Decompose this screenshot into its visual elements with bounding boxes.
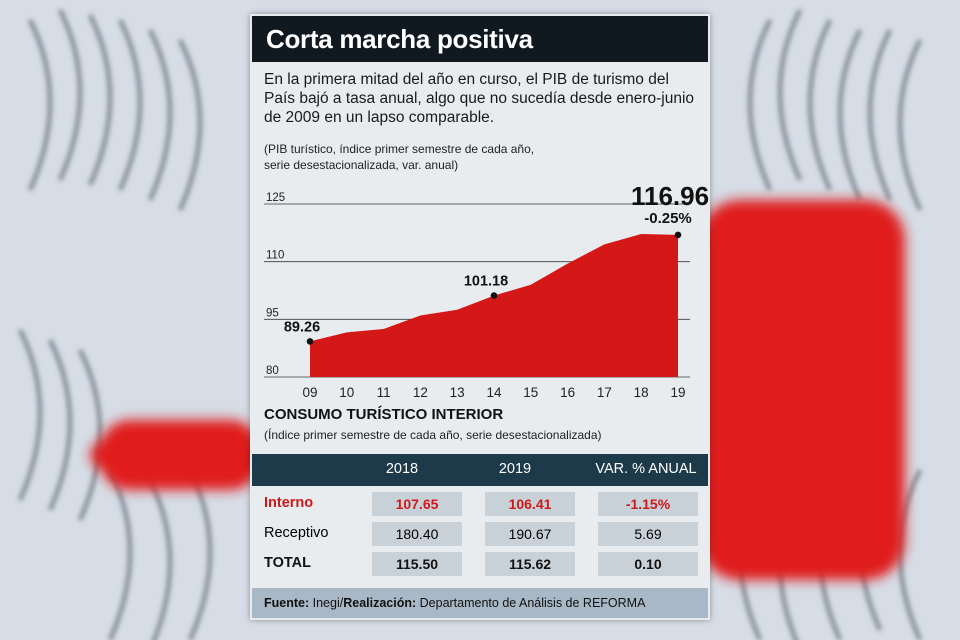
x-tick-label: 14: [486, 385, 502, 400]
cell-var: -1.15%: [598, 492, 698, 516]
cell-var: 0.10: [598, 552, 698, 576]
data-point: [490, 292, 498, 299]
footer: Fuente: Inegi/Realización: Departamento …: [252, 588, 708, 618]
data-label: 116.96: [631, 181, 709, 211]
row-label: TOTAL: [264, 555, 311, 571]
table-row: Receptivo 180.40 190.67 5.69: [252, 520, 708, 548]
area-series: [310, 233, 678, 377]
page-title: Corta marcha positiva: [266, 24, 533, 54]
data-point: [306, 338, 314, 345]
x-tick-label: 16: [560, 385, 575, 400]
x-tick-label: 11: [377, 385, 391, 400]
column-header-2019: 2019: [498, 461, 532, 477]
cell-2018: 180.40: [372, 522, 462, 546]
y-tick-label: 95: [266, 307, 279, 319]
x-tick-label: 13: [450, 385, 465, 400]
title-bar: Corta marcha positiva: [252, 16, 708, 62]
y-tick-label: 80: [266, 365, 279, 377]
cell-2018: 115.50: [372, 552, 462, 576]
row-label: Receptivo: [264, 525, 329, 541]
source-label: Fuente:: [264, 596, 310, 610]
table-note: (Índice primer semestre de cada año, ser…: [264, 428, 602, 442]
table-title: CONSUMO TURÍSTICO INTERIOR: [264, 406, 504, 423]
x-tick-label: 17: [597, 385, 612, 400]
x-tick-label: 18: [634, 385, 649, 400]
column-header-var: VAR. % ANUAL: [595, 461, 697, 477]
data-sublabel: -0.25%: [644, 210, 692, 227]
source: Inegi/: [312, 596, 344, 610]
credit-label: Realización:: [343, 596, 417, 610]
table-row: Interno 107.65 106.41 -1.15%: [252, 490, 708, 518]
x-tick-label: 10: [339, 385, 354, 400]
row-label: Interno: [264, 495, 314, 511]
lead-text: En la primera mitad del año en curso, el…: [264, 71, 695, 126]
footer-text: Fuente: Inegi/Realización: Departamento …: [264, 596, 645, 610]
cell-2018: 107.65: [372, 492, 462, 516]
x-tick-label: 12: [413, 385, 428, 400]
cell-2019: 106.41: [485, 492, 575, 516]
infographic-card: Corta marcha positiva En la primera mita…: [250, 14, 710, 620]
chart-note-line1: (PIB turístico, índice primer semestre d…: [264, 142, 535, 156]
data-point: [674, 231, 682, 239]
cell-2019: 115.62: [485, 552, 575, 576]
column-header-2018: 2018: [385, 461, 419, 477]
x-tick-label: 19: [670, 385, 685, 400]
credit: Departamento de Análisis de REFORMA: [419, 596, 646, 610]
chart-note-line2: serie desestacionalizada, var. anual): [264, 158, 459, 172]
y-tick-label: 125: [266, 192, 285, 204]
x-tick-label: 15: [523, 385, 538, 400]
cell-var: 5.69: [598, 522, 698, 546]
data-label: 89.26: [284, 319, 320, 335]
data-label: 101.18: [464, 274, 508, 290]
chart-note: (PIB turístico, índice primer semestre d…: [264, 141, 704, 173]
area-chart: 80 95 110 125 09 10 11 12 13 14 15 16 17 18 19 89.26 101…: [264, 181, 709, 400]
x-tick-label: 09: [302, 385, 317, 400]
y-tick-label: 110: [266, 250, 284, 262]
table-row: TOTAL 115.50 115.62 0.10: [252, 550, 708, 578]
table-header: 2018 2019 VAR. % ANUAL: [252, 454, 708, 486]
cell-2019: 190.67: [485, 522, 575, 546]
